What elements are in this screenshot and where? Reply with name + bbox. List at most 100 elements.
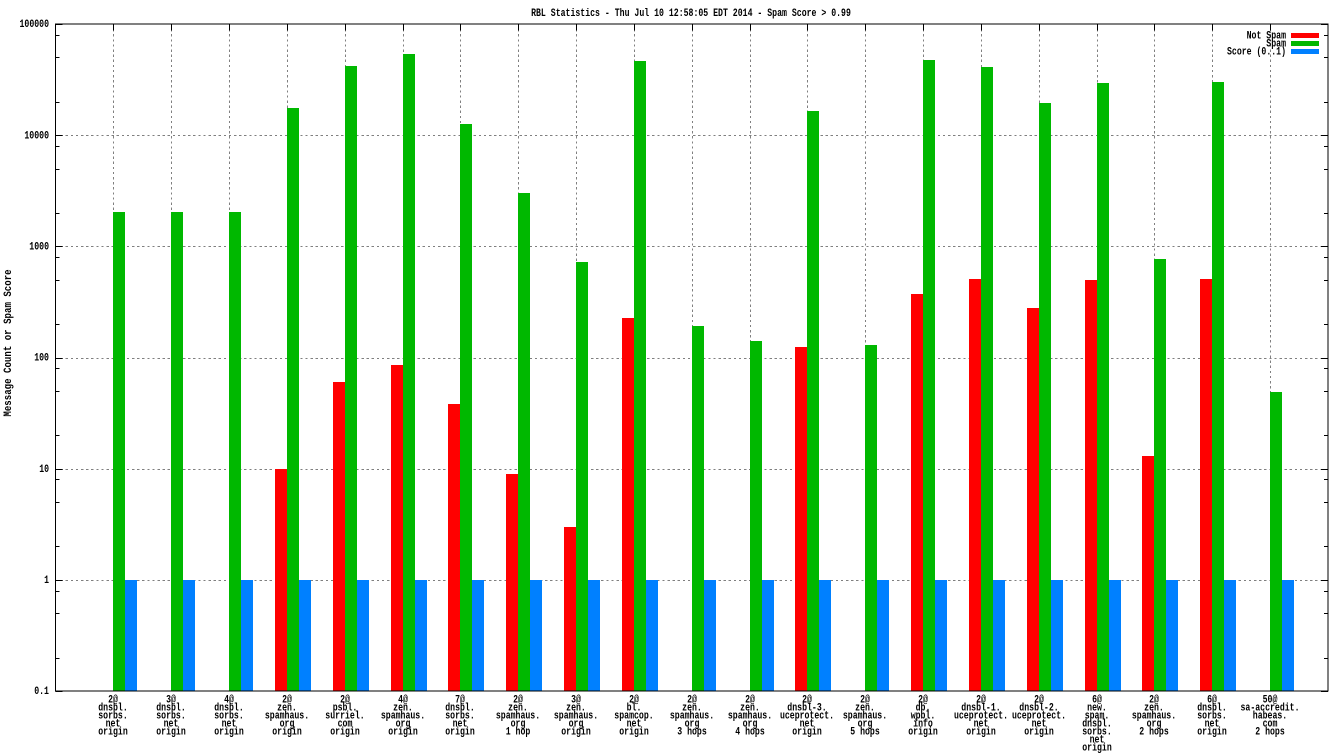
svg-text:1 hop: 1 hop xyxy=(506,727,531,739)
svg-text:origin: origin xyxy=(214,727,244,739)
svg-text:origin: origin xyxy=(1024,727,1054,739)
svg-text:net: net xyxy=(1205,719,1220,731)
svg-text:Score (0..1): Score (0..1) xyxy=(1227,47,1286,59)
svg-text:spamhaus.: spamhaus. xyxy=(554,711,598,723)
svg-text:spamcop.: spamcop. xyxy=(614,711,653,723)
svg-text:2 hops: 2 hops xyxy=(1139,727,1169,739)
svg-text:3 hops: 3 hops xyxy=(677,727,707,739)
svg-text:Spam: Spam xyxy=(1266,39,1286,51)
svg-text:surriel.: surriel. xyxy=(325,711,364,723)
svg-text:origin: origin xyxy=(1082,743,1112,755)
svg-text:net: net xyxy=(106,719,121,731)
svg-text:org: org xyxy=(743,719,758,731)
svg-text:origin: origin xyxy=(619,727,649,739)
svg-text:dnsbl.: dnsbl. xyxy=(1197,703,1227,715)
svg-text:origin: origin xyxy=(966,727,996,739)
svg-text:origin: origin xyxy=(908,727,938,739)
svg-text:2@: 2@ xyxy=(282,695,292,707)
svg-text:bl.: bl. xyxy=(627,703,642,715)
svg-text:3@: 3@ xyxy=(166,695,176,707)
svg-text:dnsbl-3.: dnsbl-3. xyxy=(787,703,826,715)
svg-text:com: com xyxy=(1263,719,1278,731)
svg-text:spamhaus.: spamhaus. xyxy=(1132,711,1176,723)
svg-text:dnsbl.: dnsbl. xyxy=(214,703,244,715)
svg-text:2@: 2@ xyxy=(1034,695,1044,707)
svg-text:sorbs.: sorbs. xyxy=(98,711,128,723)
svg-text:uceprotect.: uceprotect. xyxy=(1012,711,1066,723)
svg-text:zen.: zen. xyxy=(508,703,528,715)
svg-text:sorbs.: sorbs. xyxy=(1082,727,1112,739)
svg-text:sorbs.: sorbs. xyxy=(445,711,475,723)
svg-text:6@: 6@ xyxy=(1207,695,1217,707)
svg-text:100: 100 xyxy=(34,353,49,365)
svg-text:2@: 2@ xyxy=(513,695,523,707)
svg-text:new.: new. xyxy=(1087,703,1107,715)
svg-text:2@: 2@ xyxy=(918,695,928,707)
svg-text:7@: 7@ xyxy=(455,695,465,707)
svg-text:org: org xyxy=(685,719,700,731)
svg-text:dnsbl.: dnsbl. xyxy=(156,703,186,715)
svg-text:RBL Statistics - Thu Jul 10 12: RBL Statistics - Thu Jul 10 12:58:05 EDT… xyxy=(531,8,851,20)
svg-text:com: com xyxy=(338,719,353,731)
svg-text:net: net xyxy=(222,719,237,731)
svg-text:spamhaus.: spamhaus. xyxy=(381,711,425,723)
svg-text:net: net xyxy=(974,719,989,731)
svg-text:origin: origin xyxy=(792,727,822,739)
svg-text:org: org xyxy=(569,719,584,731)
svg-text:spamhaus.: spamhaus. xyxy=(728,711,772,723)
svg-text:origin: origin xyxy=(388,727,418,739)
svg-text:net: net xyxy=(453,719,468,731)
svg-text:2@: 2@ xyxy=(802,695,812,707)
svg-text:net: net xyxy=(1032,719,1047,731)
svg-text:zen.: zen. xyxy=(855,703,875,715)
svg-text:psbl.: psbl. xyxy=(333,703,358,715)
svg-text:2@: 2@ xyxy=(745,695,755,707)
svg-text:uceprotect.: uceprotect. xyxy=(780,711,834,723)
svg-text:sorbs.: sorbs. xyxy=(1197,711,1227,723)
svg-text:10000: 10000 xyxy=(24,130,49,142)
svg-text:net: net xyxy=(800,719,815,731)
svg-text:spamhaus.: spamhaus. xyxy=(496,711,540,723)
svg-text:dnsbl.: dnsbl. xyxy=(1082,719,1112,731)
svg-text:zen.: zen. xyxy=(682,703,702,715)
svg-text:net: net xyxy=(164,719,179,731)
svg-text:info: info xyxy=(913,719,933,731)
svg-text:Message Count or Spam Score: Message Count or Spam Score xyxy=(3,269,15,417)
svg-text:2@: 2@ xyxy=(687,695,697,707)
svg-text:spam.: spam. xyxy=(1085,711,1110,723)
svg-text:uceprotect.: uceprotect. xyxy=(954,711,1008,723)
svg-text:dnsbl-2.: dnsbl-2. xyxy=(1019,703,1058,715)
svg-text:org: org xyxy=(858,719,873,731)
svg-text:2@: 2@ xyxy=(108,695,118,707)
svg-text:org: org xyxy=(511,719,526,731)
svg-text:zen.: zen. xyxy=(277,703,297,715)
svg-text:2@: 2@ xyxy=(629,695,639,707)
svg-text:sa-accredit.: sa-accredit. xyxy=(1241,703,1300,715)
svg-text:sorbs.: sorbs. xyxy=(156,711,186,723)
svg-text:1000: 1000 xyxy=(29,241,49,253)
svg-text:10: 10 xyxy=(39,464,49,476)
svg-text:net: net xyxy=(627,719,642,731)
svg-text:net: net xyxy=(1090,735,1105,747)
svg-text:100000: 100000 xyxy=(20,19,50,31)
svg-text:wpbl.: wpbl. xyxy=(911,711,936,723)
svg-text:origin: origin xyxy=(445,727,475,739)
svg-text:zen.: zen. xyxy=(1144,703,1164,715)
svg-text:origin: origin xyxy=(272,727,302,739)
svg-text:50@: 50@ xyxy=(1263,695,1278,707)
svg-text:6@: 6@ xyxy=(1092,695,1102,707)
svg-text:1: 1 xyxy=(44,575,49,587)
svg-text:2@: 2@ xyxy=(976,695,986,707)
svg-text:origin: origin xyxy=(98,727,128,739)
svg-text:spamhaus.: spamhaus. xyxy=(843,711,887,723)
svg-text:origin: origin xyxy=(561,727,591,739)
svg-text:zen.: zen. xyxy=(566,703,586,715)
svg-text:origin: origin xyxy=(330,727,360,739)
svg-text:org: org xyxy=(1147,719,1162,731)
svg-text:spamhaus.: spamhaus. xyxy=(265,711,309,723)
svg-text:spamhaus.: spamhaus. xyxy=(670,711,714,723)
svg-text:2@: 2@ xyxy=(340,695,350,707)
svg-text:4 hops: 4 hops xyxy=(735,727,765,739)
svg-text:origin: origin xyxy=(156,727,186,739)
svg-text:dnsbl-1.: dnsbl-1. xyxy=(961,703,1000,715)
